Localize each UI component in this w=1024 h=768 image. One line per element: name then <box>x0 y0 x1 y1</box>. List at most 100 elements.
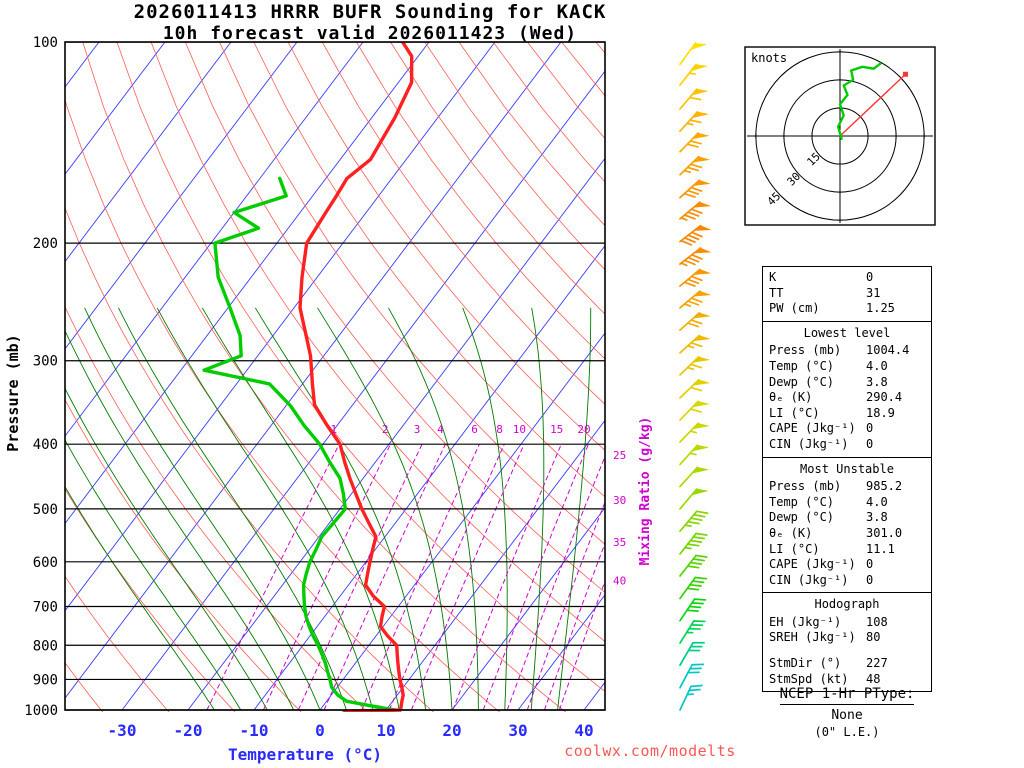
stat-value: 301.0 <box>866 525 903 540</box>
wind-barb <box>679 532 708 555</box>
stat-label: Press (mb) <box>769 479 842 494</box>
temperature-tick-label: 20 <box>442 721 461 740</box>
wind-barb <box>679 290 711 309</box>
storm-motion-vector <box>839 73 906 137</box>
stats-section: Most Unstable Press (mb) 985.2 Temp (°C) 4.0… <box>763 456 931 593</box>
temperature-curve <box>298 42 414 712</box>
stat-label: PW (cm) <box>769 301 820 316</box>
indices-section: K 0 TT 31 PW (cm) 1.25 <box>763 267 931 321</box>
wind-barb <box>679 444 709 466</box>
wind-barb <box>679 684 703 711</box>
stat-value: 3.8 <box>866 374 888 389</box>
stat-label: StmSpd (kt) <box>769 671 849 686</box>
skewt-grid <box>65 42 605 712</box>
wind-barb <box>679 576 708 600</box>
stat-row: Press (mb) 985.2 <box>769 479 925 495</box>
stats-panel: K 0 TT 31 PW (cm) 1.25 Lowest level Press (mb) 1… <box>762 266 932 693</box>
mixing-ratio-label: 2 <box>382 423 389 436</box>
stat-value: 0 <box>866 557 874 572</box>
wind-barb-column <box>679 42 711 711</box>
stat-label: Temp (°C) <box>769 358 835 373</box>
wind-barb <box>679 620 706 644</box>
hodograph-trace <box>836 62 882 141</box>
wind-barb <box>679 311 710 332</box>
wind-barb <box>679 63 707 86</box>
wind-barb <box>679 155 710 176</box>
stat-row: θₑ (K) 290.4 <box>769 390 925 406</box>
chart-title-line1: 2026011413 HRRR BUFR Sounding for KACK <box>133 1 607 23</box>
wind-barb <box>679 179 710 199</box>
ptype-value: None <box>831 708 863 723</box>
temperature-tick-label: 0 <box>315 721 325 740</box>
stat-value: 0 <box>866 436 874 451</box>
stat-label: CIN (Jkg⁻¹) <box>769 436 849 451</box>
stat-row: TT 31 <box>769 286 925 302</box>
mixing-ratio-label: 8 <box>496 423 503 436</box>
mixing-ratio-label: 10 <box>513 423 526 436</box>
stat-label: TT <box>769 285 784 300</box>
pressure-tick-label: 900 <box>33 672 58 688</box>
stat-value: 0 <box>866 421 874 436</box>
wind-barb <box>679 247 711 267</box>
stat-value: 4.0 <box>866 358 888 373</box>
stats-section-title: Most Unstable <box>800 461 894 476</box>
temperature-tick-label: 30 <box>508 721 527 740</box>
wind-barb <box>679 334 710 354</box>
stat-label: Press (mb) <box>769 343 842 358</box>
stat-row: SREH (Jkg⁻¹) 80 <box>769 630 925 646</box>
stat-row: Dewp (°C) 3.8 <box>769 375 925 391</box>
stat-label: θₑ (K) <box>769 525 813 540</box>
stats-section-title: Lowest level <box>803 325 891 340</box>
wind-barb <box>679 201 711 221</box>
temperature-tick-label: 10 <box>376 721 395 740</box>
mixing-ratio-label: 15 <box>550 423 563 436</box>
stat-row: Temp (°C) 4.0 <box>769 359 925 375</box>
pressure-tick-label: 1000 <box>24 703 58 719</box>
stat-value: 290.4 <box>866 390 903 405</box>
wind-barb <box>679 663 705 689</box>
stat-row: StmSpd (kt) 48 <box>769 672 925 688</box>
wind-barb <box>679 466 709 488</box>
pressure-tick-label: 800 <box>33 638 58 654</box>
wind-barb <box>679 42 707 66</box>
hodograph-ring-label: 30 <box>785 170 804 189</box>
stat-value: 1.25 <box>866 301 895 316</box>
stat-value: 985.2 <box>866 479 903 494</box>
wind-barb <box>679 510 709 533</box>
ptype-block: NCEP 1-Hr PType: None (0" L.E.) <box>747 683 947 739</box>
storm-motion-marker <box>902 71 908 77</box>
stat-row <box>769 646 925 656</box>
pressure-tick-label: 400 <box>33 437 58 453</box>
wind-barb <box>679 598 707 622</box>
temperature-tick-label: -20 <box>174 721 203 740</box>
pressure-tick-label: 500 <box>33 502 58 518</box>
stat-value: 4.0 <box>866 494 888 509</box>
mixing-ratio-label: 40 <box>613 575 626 588</box>
stat-row: Temp (°C) 4.0 <box>769 495 925 511</box>
temperature-tick-label: -30 <box>108 721 137 740</box>
stat-value: 3.8 <box>866 510 888 525</box>
wind-barb <box>679 488 708 510</box>
stat-row: Press (mb) 1004.4 <box>769 343 925 359</box>
stats-section-title: Hodograph <box>814 597 880 612</box>
stat-label: LI (°C) <box>769 541 820 556</box>
wind-barb <box>679 378 710 399</box>
wind-barb <box>679 554 708 577</box>
ptype-note: (0" L.E.) <box>814 725 880 739</box>
pressure-tick-label: 200 <box>33 236 58 252</box>
hodograph-unit-label: knots <box>751 51 787 65</box>
mixing-ratio-label: 20 <box>577 423 590 436</box>
watermark-link: coolwx.com/modelts <box>564 742 736 760</box>
wind-barb <box>679 268 711 287</box>
wind-barb <box>679 132 709 153</box>
stat-row: StmDir (°) 227 <box>769 656 925 672</box>
stat-row: LI (°C) 18.9 <box>769 406 925 422</box>
stat-value: 227 <box>866 656 888 671</box>
stat-label: CAPE (Jkg⁻¹) <box>769 421 856 436</box>
mixing-ratio-label: 6 <box>471 423 478 436</box>
stat-row: PW (cm) 1.25 <box>769 301 925 317</box>
stat-label: LI (°C) <box>769 405 820 420</box>
